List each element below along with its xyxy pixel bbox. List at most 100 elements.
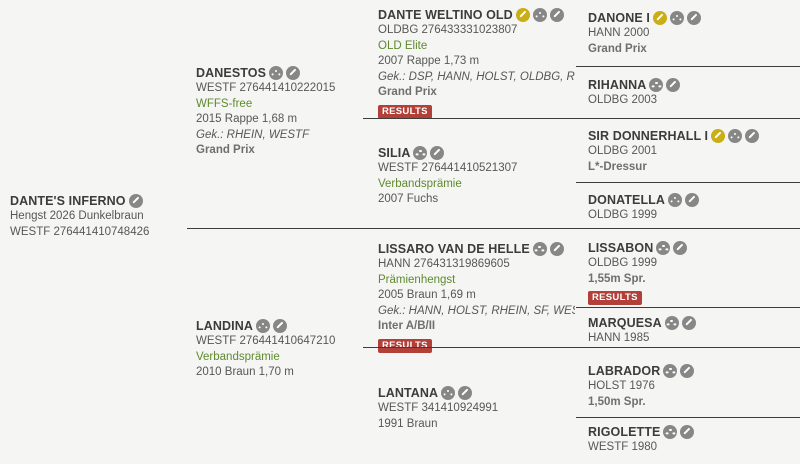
horse-award: Verbandsprämie xyxy=(378,177,462,190)
horse-award: OLD Elite xyxy=(378,39,428,52)
edit-icon[interactable] xyxy=(666,77,681,92)
horse-name-link[interactable]: DANTE WELTINO OLD xyxy=(378,7,513,22)
horse-name-link[interactable]: DANTE'S INFERNO xyxy=(10,193,126,208)
edit-icon[interactable] xyxy=(430,145,445,160)
pencil-glyph xyxy=(714,131,722,140)
horse-registration: OLDBG 2003 xyxy=(588,94,658,106)
results-badge[interactable]: RESULTS xyxy=(588,291,642,305)
offspring-icon[interactable] xyxy=(664,315,679,330)
horse-sport-level: Grand Prix xyxy=(378,86,437,98)
dots-glyph xyxy=(419,149,422,153)
pedigree-divider xyxy=(576,307,800,309)
horse-registration: HANN 2000 xyxy=(588,27,650,39)
offspring-icon[interactable] xyxy=(269,65,284,80)
gold-pencil-icon[interactable] xyxy=(711,128,726,143)
horse-name-link[interactable]: LISSABON xyxy=(588,240,654,255)
edit-icon[interactable] xyxy=(286,65,301,80)
dots-glyph xyxy=(669,428,672,432)
edit-icon[interactable] xyxy=(458,385,473,400)
horse-registration: HANN 276431319869605 xyxy=(378,258,510,270)
edit-icon[interactable] xyxy=(745,128,760,143)
pedigree-divider xyxy=(576,182,800,184)
offspring-icon[interactable] xyxy=(656,240,671,255)
pencil-glyph xyxy=(276,321,284,330)
offspring-icon[interactable] xyxy=(663,363,678,378)
dots-glyph xyxy=(446,389,450,393)
edit-icon[interactable] xyxy=(272,318,287,333)
edit-icon[interactable] xyxy=(549,7,564,22)
horse-title-row: DANONE I xyxy=(588,9,794,26)
pencil-glyph xyxy=(683,366,692,375)
pedigree-divider xyxy=(187,228,800,230)
horse-registration: OLDBG 1999 xyxy=(588,209,658,221)
edit-icon[interactable] xyxy=(128,193,143,208)
pencil-glyph xyxy=(553,10,561,19)
gold-pencil-icon[interactable] xyxy=(515,7,530,22)
offspring-icon[interactable] xyxy=(649,77,664,92)
horse-title-row: LABRADOR xyxy=(588,362,794,379)
offspring-icon[interactable] xyxy=(728,128,743,143)
horse-card-danestos: DANESTOS WESTF 276441410222015 WFFS-free… xyxy=(196,64,368,159)
horse-name-link[interactable]: DANESTOS xyxy=(196,65,267,80)
horse-name-link[interactable]: LABRADOR xyxy=(588,363,661,378)
edit-icon[interactable] xyxy=(685,192,700,207)
horse-card-lissaro-van-de-helle: LISSARO VAN DE HELLE HANN 27643131986960… xyxy=(378,240,575,353)
offspring-icon[interactable] xyxy=(255,318,270,333)
edit-icon[interactable] xyxy=(673,240,688,255)
horse-registration: WESTF 276441410222015 xyxy=(196,82,336,94)
results-badge[interactable]: RESULTS xyxy=(378,338,432,353)
horse-name-link[interactable]: SILIA xyxy=(378,145,411,160)
horse-licensing: Gek.: RHEIN, WESTF xyxy=(196,128,310,141)
edit-icon[interactable] xyxy=(680,363,695,378)
pencil-glyph xyxy=(685,318,693,327)
horse-name-link[interactable]: MARQUESA xyxy=(588,315,662,330)
horse-registration: OLDBG 1999 xyxy=(588,257,658,269)
horse-title-row: SIR DONNERHALL I xyxy=(588,127,794,144)
horse-registration: OLDBG 276433331023807 xyxy=(378,24,518,36)
horse-sport-level: L*-Dressur xyxy=(588,160,647,173)
dots-glyph xyxy=(261,322,265,326)
horse-name-link[interactable]: RIHANNA xyxy=(588,77,647,92)
pedigree-divider xyxy=(576,417,800,419)
horse-name-link[interactable]: SIR DONNERHALL I xyxy=(588,128,709,143)
horse-card-labrador: LABRADOR HOLST 1976 1,50m Spr. xyxy=(588,362,794,410)
horse-title-row: DANTE'S INFERNO xyxy=(10,192,188,209)
horse-title-row: LANDINA xyxy=(196,317,368,334)
horse-card-dantes-inferno: DANTE'S INFERNO Hengst 2026 Dunkelbraun … xyxy=(10,192,188,240)
horse-card-rihanna: RIHANNA OLDBG 2003 xyxy=(588,76,794,109)
horse-card-landina: LANDINA WESTF 276441410647210 Verbandspr… xyxy=(196,317,368,381)
edit-icon[interactable] xyxy=(686,10,701,25)
edit-icon[interactable] xyxy=(680,424,695,439)
horse-birth-line: 1991 Braun xyxy=(378,417,438,430)
pencil-glyph xyxy=(669,80,678,89)
edit-icon[interactable] xyxy=(549,241,564,256)
pencil-glyph xyxy=(519,10,527,19)
horse-name-link[interactable]: DONATELLA xyxy=(588,192,666,207)
horse-name-link[interactable]: RIGOLETTE xyxy=(588,424,661,439)
edit-icon[interactable] xyxy=(681,315,696,330)
horse-registration: WESTF 276441410748426 xyxy=(10,225,150,238)
offspring-icon[interactable] xyxy=(441,385,456,400)
offspring-icon[interactable] xyxy=(532,241,547,256)
results-badge[interactable]: RESULTS xyxy=(378,104,432,119)
horse-card-lissabon: LISSABON OLDBG 1999 1,55m Spr. RESULTS xyxy=(588,239,794,305)
dots-glyph xyxy=(670,319,674,323)
offspring-icon[interactable] xyxy=(532,7,547,22)
offspring-icon[interactable] xyxy=(663,424,678,439)
offspring-icon[interactable] xyxy=(668,192,683,207)
pencil-glyph xyxy=(289,68,297,77)
horse-name-link[interactable]: LISSARO VAN DE HELLE xyxy=(378,241,530,256)
pencil-glyph xyxy=(656,13,664,22)
horse-name-link[interactable]: DANONE I xyxy=(588,10,650,25)
gold-pencil-icon[interactable] xyxy=(652,10,667,25)
horse-birth-line: 2005 Braun 1,69 m xyxy=(378,289,476,301)
offspring-icon[interactable] xyxy=(669,10,684,25)
horse-sport-level: 1,55m Spr. xyxy=(588,272,646,285)
dots-glyph xyxy=(673,196,677,200)
offspring-icon[interactable] xyxy=(413,145,428,160)
horse-name-link[interactable]: LANDINA xyxy=(196,318,253,333)
horse-card-danone-i: DANONE I HANN 2000 Grand Prix xyxy=(588,9,794,57)
horse-card-silia: SILIA WESTF 276441410521307 Verbandspräm… xyxy=(378,144,575,208)
horse-name-link[interactable]: LANTANA xyxy=(378,385,439,400)
